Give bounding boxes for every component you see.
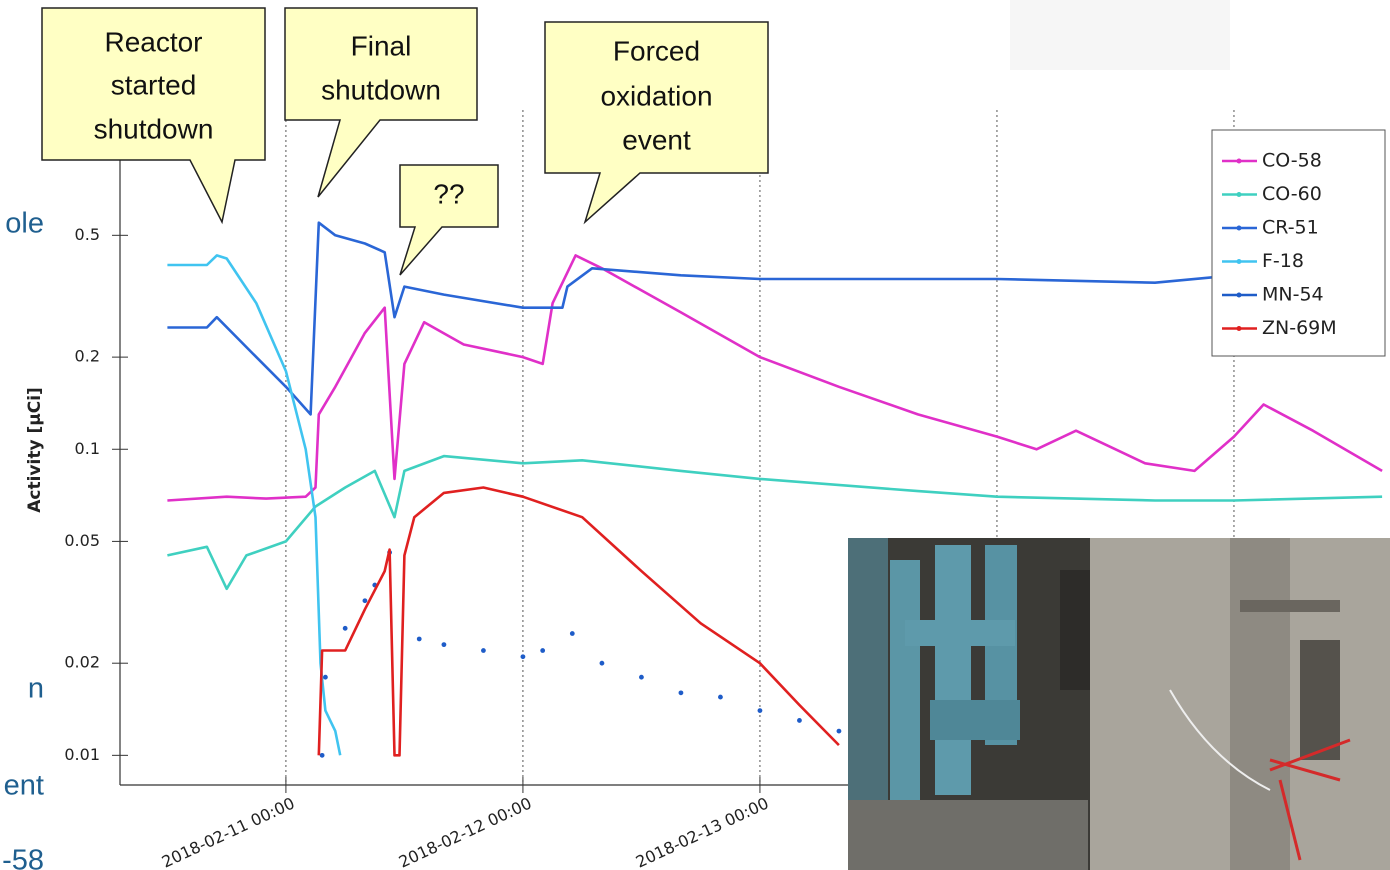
y-tick-label: 0.2 <box>75 347 100 366</box>
series-line <box>167 255 1382 500</box>
legend-label: CO-58 <box>1262 150 1322 172</box>
legend-marker <box>1237 326 1242 331</box>
series-point <box>639 675 644 680</box>
x-tick-label: 2018-02-12 00:00 <box>396 793 535 870</box>
slide-text-fragment: -58 <box>2 845 44 870</box>
callout-text: shutdown <box>321 74 441 105</box>
series-point <box>570 631 575 636</box>
series-point <box>417 637 422 642</box>
series-point <box>718 695 723 700</box>
callout-text: started <box>111 69 197 100</box>
x-tick-label: 2018-02-13 00:00 <box>633 793 772 870</box>
y-tick-label: 0.01 <box>64 745 100 764</box>
legend-marker <box>1237 159 1242 164</box>
series-point <box>442 642 447 647</box>
series-point <box>679 690 684 695</box>
series-point <box>837 729 842 734</box>
callout-text: shutdown <box>94 113 214 144</box>
callout-text: ?? <box>433 178 464 209</box>
series-point <box>323 675 328 680</box>
slide-text-fragment: ent <box>4 770 44 802</box>
legend-label: ZN-69M <box>1262 317 1337 339</box>
annotations: Reactor started shutdown Final shutdown?? For… <box>42 8 768 275</box>
callout-text: Reactor <box>104 26 202 57</box>
legend-marker <box>1237 259 1242 264</box>
faint-panel <box>1010 0 1230 70</box>
slide: 0.01 0.02 0.05 0.1 0.2 0.5 2018-02-11 00:00 201… <box>0 0 1390 870</box>
callout: Reactor started shutdown <box>42 8 265 222</box>
legend-marker <box>1237 226 1242 231</box>
callout-text: oxidation <box>600 80 712 111</box>
y-tick-label: 0.05 <box>64 531 100 550</box>
legend: CO-58 CO-60 CR-51 F-18 MN-54 ZN-69M <box>1212 130 1385 356</box>
callout-text: Final <box>351 30 412 61</box>
slide-text-fragment: ole <box>5 208 44 240</box>
legend-marker <box>1237 192 1242 197</box>
series-point <box>540 648 545 653</box>
series-point <box>797 718 802 723</box>
legend-marker <box>1237 293 1242 298</box>
y-tick-label: 0.5 <box>75 225 100 244</box>
x-tick-label: 2018-02-11 00:00 <box>159 793 298 870</box>
series-point <box>600 661 605 666</box>
series-point <box>758 708 763 713</box>
legend-label: CO-60 <box>1262 183 1322 205</box>
series-line <box>167 223 1382 415</box>
legend-label: MN-54 <box>1262 284 1324 306</box>
y-tick-label: 0.02 <box>64 653 100 672</box>
callout: Forced oxidation event <box>545 22 768 222</box>
legend-label: CR-51 <box>1262 217 1319 239</box>
series-line <box>319 488 839 756</box>
series-point <box>343 626 348 631</box>
series-point <box>363 598 368 603</box>
series-point <box>320 753 325 758</box>
callout: ?? <box>400 165 498 275</box>
series-point <box>521 654 526 659</box>
callout-text: event <box>622 124 691 155</box>
callout-text: Forced <box>613 35 700 66</box>
slide-text-fragment: n <box>28 673 44 705</box>
series-point <box>481 648 486 653</box>
photo <box>848 538 1390 870</box>
y-tick-label: 0.1 <box>75 439 100 458</box>
y-axis-label: Activity [µCi] <box>25 387 45 513</box>
legend-label: F-18 <box>1262 250 1304 272</box>
